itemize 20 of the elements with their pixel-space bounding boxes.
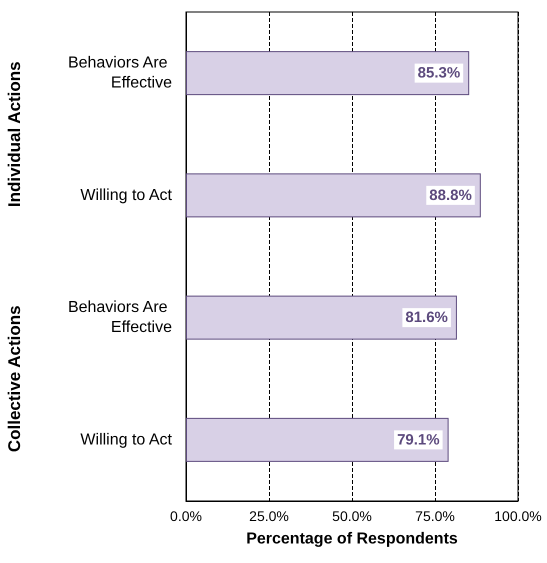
x-tick-label: 75.0% <box>415 508 455 524</box>
x-tick-label: 50.0% <box>332 508 372 524</box>
x-axis-title: Percentage of Respondents <box>246 530 458 548</box>
text: Collective Actions <box>5 305 24 452</box>
y-tick-label: Behaviors Are Effective <box>68 54 172 92</box>
data-label: 79.1% <box>397 431 440 448</box>
data-label: 85.3% <box>418 64 460 82</box>
text: Individual Actions <box>5 61 24 208</box>
data-label: 88.8% <box>429 186 472 204</box>
x-tick-label: 100.0% <box>494 508 542 524</box>
y-tick-label: Behaviors Are Effective <box>68 299 172 336</box>
y-tick-label: Willing to Act <box>80 186 173 204</box>
bar <box>186 173 481 218</box>
y-tick-label: Willing to Act <box>80 431 173 448</box>
bar <box>186 296 457 340</box>
data-label: 81.6% <box>405 309 448 326</box>
x-tick-label: 25.0% <box>249 508 289 524</box>
x-tick-label: 0.0% <box>170 508 202 524</box>
bar <box>186 51 470 96</box>
bar <box>186 418 449 462</box>
